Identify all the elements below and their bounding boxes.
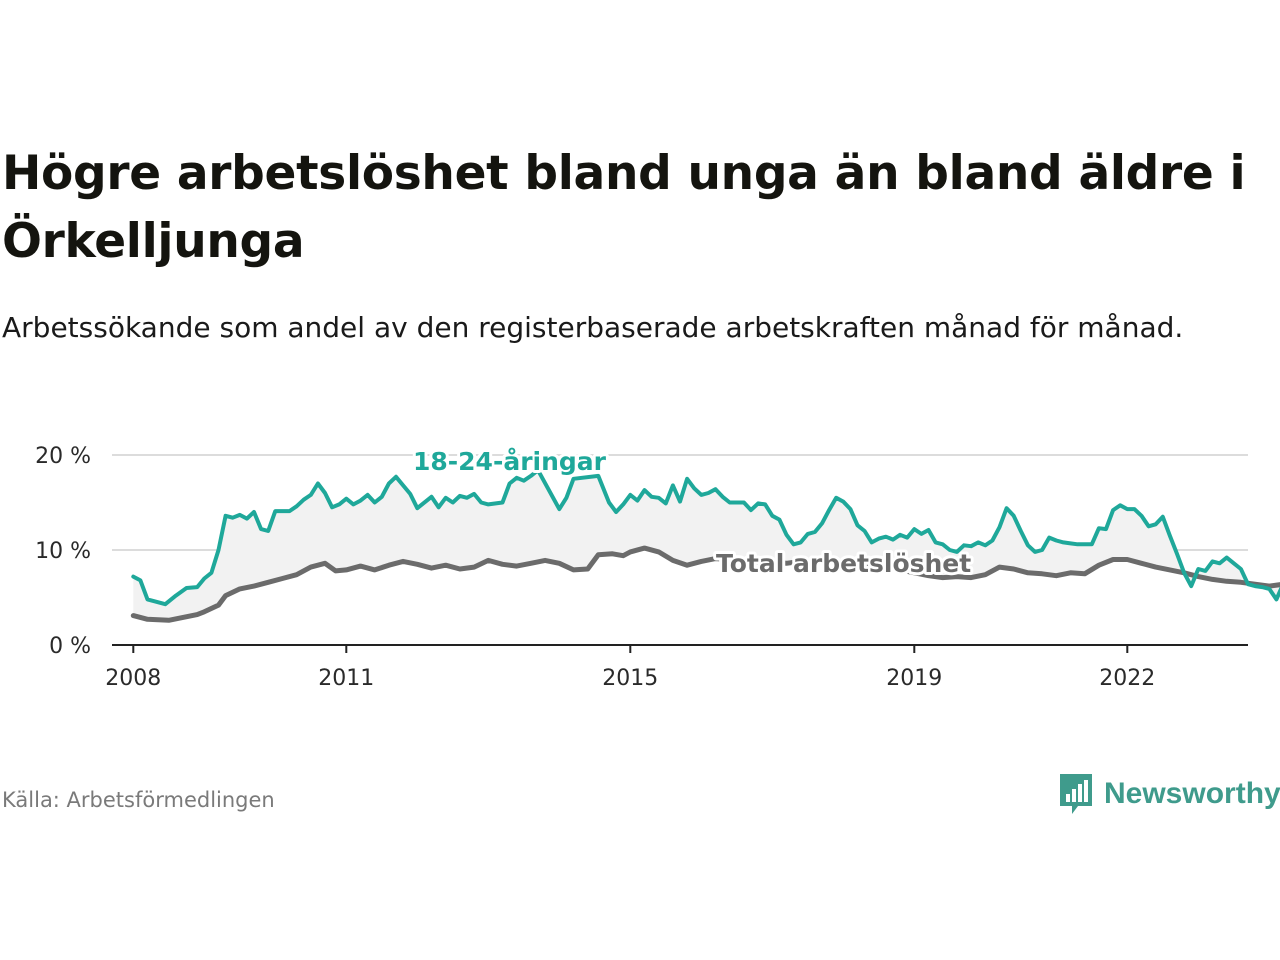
series-label-total: Total arbetslöshet: [716, 549, 971, 578]
series-label-total-halo: Total arbetslöshet: [716, 549, 971, 578]
x-tick-label: 2011: [318, 666, 374, 691]
x-tick-label: 2019: [886, 666, 942, 691]
axes: 0 % 10 % 20 % 2008 2011 2015 2019 2022: [35, 444, 1248, 691]
y-tick-label: 10 %: [35, 539, 91, 564]
chart-subtitle: Arbetssökande som andel av den registerb…: [2, 311, 1184, 344]
source-note: Källa: Arbetsförmedlingen: [2, 788, 275, 812]
series-label-18-24: 18-24-åringar: [413, 447, 607, 476]
y-tick-label: 20 %: [35, 444, 91, 469]
series-line-18-24: [131, 468, 1280, 607]
x-tick-label: 2015: [602, 666, 658, 691]
x-tick-label: 2022: [1099, 666, 1155, 691]
chart-title: Högre arbetslöshet bland unga än bland ä…: [2, 146, 1246, 269]
x-tick-label: 2008: [105, 666, 161, 691]
brand-name: Newsworthy: [1104, 777, 1280, 810]
series-label-18-24-halo: 18-24-åringar: [413, 447, 607, 476]
chart-bubble-icon: [1060, 774, 1092, 814]
y-tick-label: 0 %: [49, 634, 91, 659]
series: [130, 468, 1280, 623]
newsworthy-logo[interactable]: Newsworthy: [1058, 772, 1280, 816]
line-chart: 0 % 10 % 20 % 2008 2011 2015 2019 2022 18-24-år…: [35, 444, 1280, 691]
series-line-total: [130, 545, 1280, 623]
